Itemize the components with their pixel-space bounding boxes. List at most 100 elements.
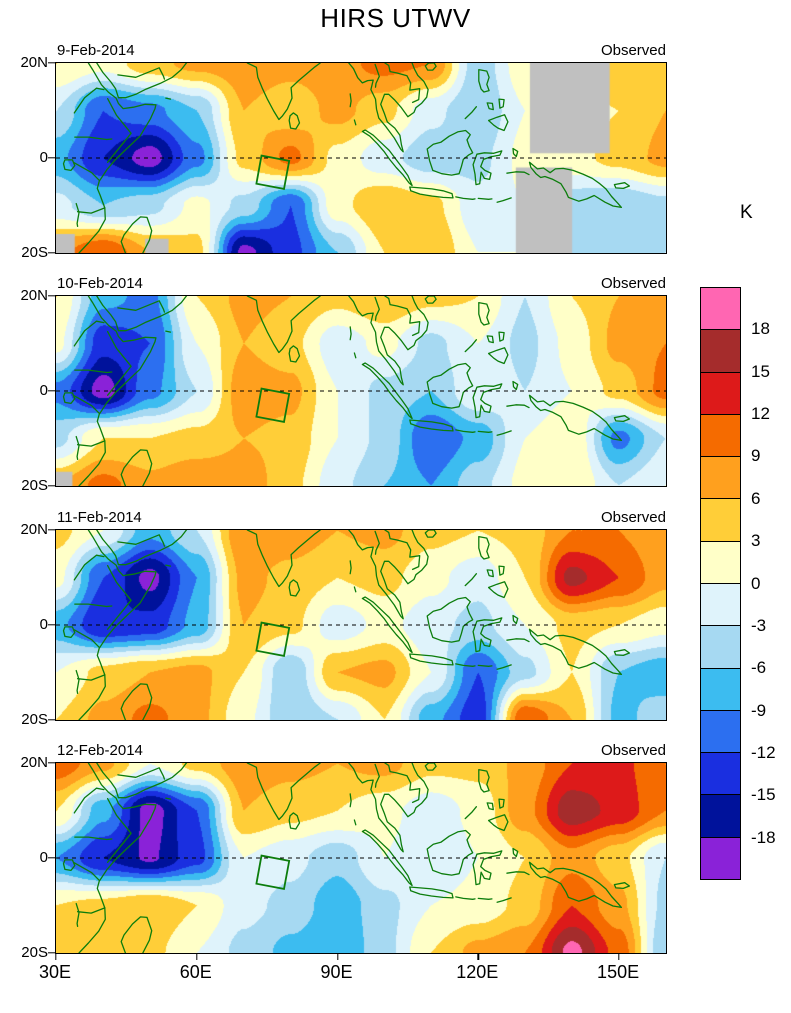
coastline [78,296,157,486]
panel-source-label: Observed [600,42,666,59]
coastline [426,362,474,409]
coastline [512,380,519,391]
coastline [464,106,478,120]
coastline [506,638,530,643]
coastline [506,871,530,876]
coastline [409,886,454,899]
coastline [62,392,76,405]
coastline [464,573,478,587]
y-axis-tick [48,252,55,254]
coastline [426,596,474,643]
coastline [424,763,437,771]
y-tick-label: 20N [20,287,48,304]
coastline [455,196,476,200]
coastline [75,669,80,695]
coastline [117,767,166,780]
coastline [487,114,509,132]
coastline [496,197,512,203]
colorbar-block [701,541,740,584]
colorbar-block [701,837,740,879]
x-axis-labels: 30E 60E 90E 120E 150E [39,962,665,988]
panel-source-label: Observed [600,742,666,759]
coastline [73,162,100,181]
colorbar [700,287,741,880]
y-tick-label: 20S [21,944,48,961]
coastline [73,787,105,814]
colorbar-tick-label: -9 [751,700,767,720]
y-tick-label: 20N [20,521,48,538]
y-axis-tick [48,857,55,859]
coastline [426,129,474,176]
map-panel-2: 10-Feb-2014 Observed 20N 0 20S [20,275,667,494]
colorbar-tick-label: -3 [751,615,767,635]
coastline [384,530,421,571]
coastline [73,320,105,347]
y-axis-tick [48,719,55,721]
coastline [288,345,301,363]
coastline [117,300,166,313]
coastline [353,819,357,826]
coastline [487,581,509,599]
coastline [496,430,512,436]
coastline [613,649,631,657]
coastline [246,296,321,354]
coastline [477,430,493,433]
coastline [478,535,490,560]
colorbar-tick-label: -12 [751,742,776,762]
coastline [353,352,357,359]
coastline [246,63,321,121]
y-axis-tick [48,952,55,954]
coastline [477,897,493,900]
map-panel-3: 11-Feb-2014 Observed 20N 0 20S [20,509,667,728]
colorbar-block [701,372,740,415]
coastline [455,896,476,900]
panel-date-label: 11-Feb-2014 [57,509,142,526]
coastline [409,186,454,199]
coastline [76,207,106,214]
coastline [374,296,380,321]
y-axis-tick [48,624,55,626]
coastline [487,814,509,832]
colorbar-block [701,499,740,542]
coastline [464,806,478,820]
colorbar-tick-label: 3 [751,531,761,551]
coastline [78,763,157,953]
x-axis-tick [477,953,479,960]
study-region-box [255,387,291,423]
y-axis-tick [48,762,55,764]
coastline [487,347,509,365]
colorbar-block [701,457,740,500]
figure-title: HIRS UTWV [320,3,471,33]
colorbar-tick-label: -6 [751,658,767,678]
coastline [288,579,301,597]
y-axis-tick [48,62,55,64]
coastline [117,534,166,547]
coastline [512,614,519,625]
coastline [96,763,188,799]
colorbar-block [701,753,740,796]
coastline [506,171,530,176]
x-tick-label: 120E [456,962,499,982]
coastline [349,560,352,575]
colorbar-block [701,288,740,331]
coastline [496,664,512,670]
colorbar-tick-label: 12 [751,404,770,424]
coastline [477,664,493,667]
coastline [409,419,454,432]
colorbar-tick-label: -18 [751,827,776,847]
y-axis-tick [48,390,55,392]
colorbar-block [701,626,740,669]
coastline [246,763,321,821]
coastline [478,768,490,793]
colorbar-tick-label: 15 [751,361,770,381]
coastline [496,897,512,903]
coastline [349,793,352,808]
x-axis-tick [196,953,198,960]
coastline [486,335,494,344]
coastline [498,798,505,809]
coastline [455,429,476,433]
coastline [106,797,132,863]
coastline [246,530,321,588]
study-region-box [255,621,291,657]
